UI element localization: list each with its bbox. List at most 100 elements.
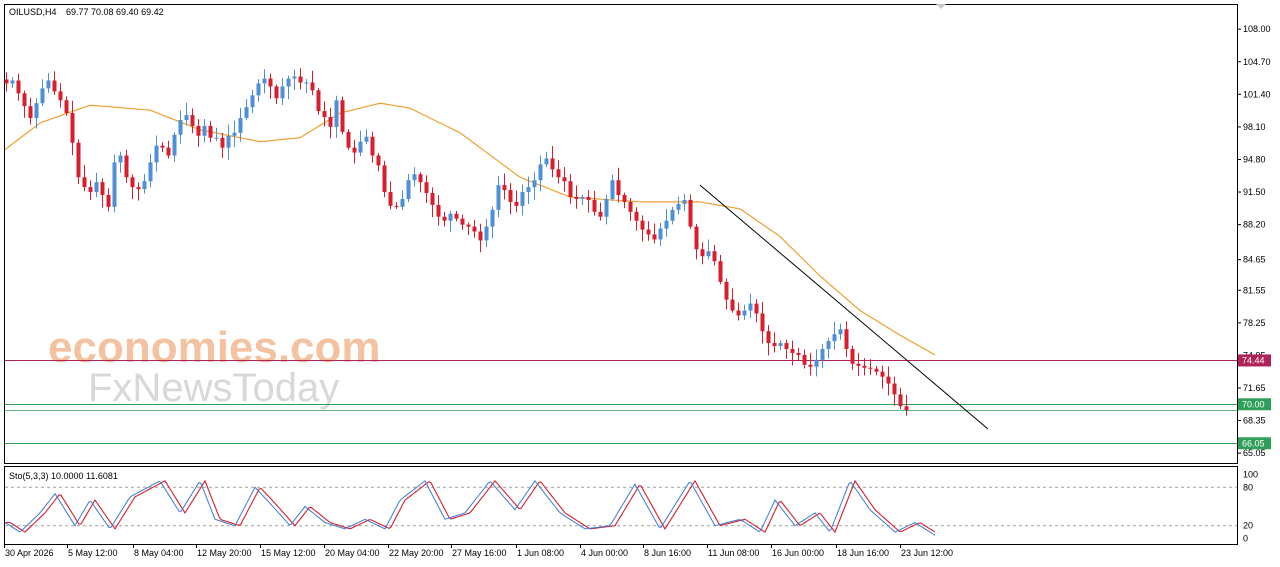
candle-body	[130, 177, 135, 188]
candle-body	[892, 383, 897, 395]
candle-body	[478, 231, 483, 241]
candle-body	[688, 199, 693, 227]
candle	[112, 154, 117, 213]
candle	[574, 185, 579, 209]
stoch-signal-line	[5, 479, 936, 534]
candle	[88, 180, 93, 200]
candle	[70, 100, 75, 156]
candle	[142, 174, 147, 194]
stoch-main-line	[4, 480, 936, 536]
candle-body	[502, 185, 507, 191]
candle-body	[796, 352, 801, 355]
candle-body	[70, 113, 75, 143]
candle-body	[574, 196, 579, 199]
candle-body	[232, 132, 237, 136]
candle-body	[472, 226, 477, 232]
candle	[676, 196, 681, 215]
candle-body	[808, 364, 813, 367]
candle	[52, 71, 57, 96]
candle	[880, 365, 885, 389]
candle-body	[628, 201, 633, 212]
candle	[466, 222, 471, 236]
candle-body	[286, 78, 291, 87]
candle	[280, 78, 285, 106]
candle-body	[616, 180, 621, 196]
candle-body	[88, 187, 93, 193]
candle-body	[376, 155, 381, 166]
y-tick-label: 78.25	[1243, 318, 1266, 328]
candle-body	[814, 359, 819, 367]
candle	[544, 151, 549, 168]
candle-body	[334, 100, 339, 127]
x-tick-label: 5 May 12:00	[68, 548, 118, 558]
stochastic: 100 80 20 0	[4, 470, 1258, 544]
y-tick-label: 94.80	[1243, 154, 1266, 164]
candle-body	[754, 303, 759, 314]
candle-body	[538, 164, 543, 181]
main-plot-frame	[4, 4, 1238, 464]
candle-body	[856, 363, 861, 366]
x-tick-label: 8 May 04:00	[134, 548, 184, 558]
candle-body	[142, 181, 147, 190]
candle	[838, 323, 843, 340]
candle	[652, 223, 657, 244]
candle	[124, 149, 129, 184]
candle	[820, 344, 825, 369]
candle	[412, 167, 417, 187]
stoch-level-label: 20	[1243, 521, 1253, 531]
candle-body	[484, 226, 489, 241]
candle-body	[196, 125, 201, 136]
candle	[358, 130, 363, 157]
candle-body	[820, 348, 825, 360]
candle-body	[592, 199, 597, 212]
candle	[166, 140, 171, 159]
candle-body	[100, 182, 105, 196]
candle-body	[868, 367, 873, 369]
candle	[670, 206, 675, 225]
chart-shift-marker[interactable]	[936, 4, 946, 9]
candle	[514, 190, 519, 213]
candle	[16, 73, 21, 101]
candle-body	[520, 192, 525, 206]
candle-body	[568, 181, 573, 197]
candle	[628, 197, 633, 221]
candle-body	[346, 131, 351, 148]
y-tick-label: 81.55	[1243, 285, 1266, 295]
indicator-label: Sto(5,3,3) 10.0000 11.6081	[9, 471, 118, 481]
y-tick-label: 88.20	[1243, 220, 1266, 230]
candle-body	[40, 88, 45, 104]
candle-body	[466, 224, 471, 227]
candle-body	[256, 83, 261, 96]
candle-body	[22, 93, 27, 107]
candle-body	[148, 162, 153, 182]
candle-body	[880, 371, 885, 377]
candle-body	[310, 82, 315, 91]
candle	[502, 173, 507, 200]
candle-body	[340, 100, 345, 132]
x-tick-label: 22 May 20:00	[389, 548, 444, 558]
level-price-tag	[1238, 398, 1271, 411]
candle-body	[730, 299, 735, 311]
candle-body	[784, 343, 789, 349]
candle	[208, 121, 213, 143]
candle	[202, 119, 207, 143]
candle	[808, 352, 813, 376]
candle	[460, 214, 465, 230]
candle	[310, 70, 315, 96]
candle-body	[448, 213, 453, 221]
candle-body	[124, 155, 129, 178]
candle	[430, 187, 435, 217]
candle-body	[760, 313, 765, 332]
candle	[178, 110, 183, 144]
candle-body	[178, 119, 183, 135]
candle	[754, 299, 759, 323]
candle	[766, 325, 771, 356]
candle	[610, 174, 615, 202]
candle	[226, 124, 231, 161]
candle	[658, 222, 663, 246]
candle	[292, 69, 297, 90]
candle-body	[226, 135, 231, 148]
candle	[694, 223, 699, 260]
candle-body	[418, 174, 423, 183]
candle	[844, 321, 849, 358]
